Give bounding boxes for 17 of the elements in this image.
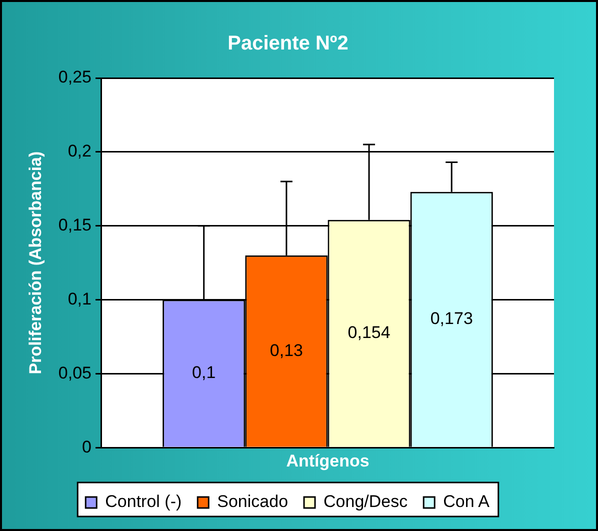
y-tick-label: 0,05: [58, 363, 92, 382]
data-label: 0,173: [430, 309, 473, 328]
y-axis-title: Proliferación (Absorbancia): [26, 151, 45, 374]
legend-label: Control (-): [105, 492, 182, 512]
data-label: 0,13: [270, 340, 303, 360]
x-axis-title: Antígenos: [286, 451, 370, 470]
y-tick-label: 0,1: [68, 289, 92, 308]
data-label: 0,154: [348, 323, 390, 342]
data-label: 0,1: [192, 362, 216, 382]
y-tick-label: 0,25: [58, 68, 92, 87]
legend-label: Con A: [443, 492, 490, 512]
chart-title: Paciente Nº2: [228, 32, 348, 55]
y-tick-label: 0,2: [68, 142, 92, 161]
legend-label: Sonicado: [217, 492, 288, 512]
y-tick-label: 0,15: [58, 216, 92, 235]
y-tick-label: 0: [82, 437, 92, 456]
legend-label: Cong/Desc: [324, 492, 408, 512]
